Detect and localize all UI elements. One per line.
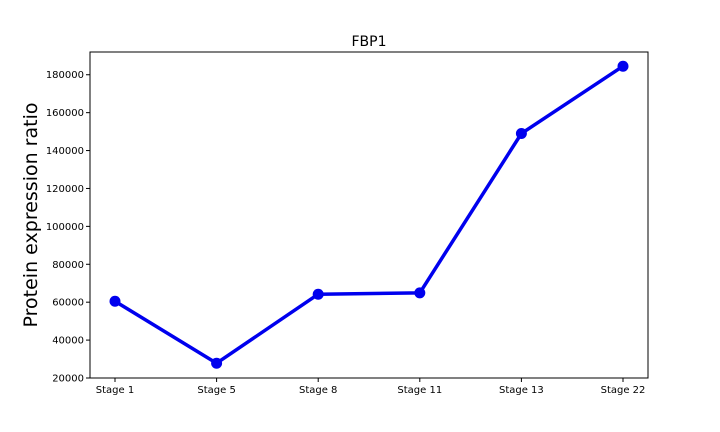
plot-area xyxy=(89,51,649,379)
y-tick-label: 60000 xyxy=(52,298,84,309)
y-tick-label: 140000 xyxy=(46,146,84,157)
series-line xyxy=(113,64,625,365)
data-point xyxy=(617,60,629,72)
x-tick-label: Stage 22 xyxy=(601,385,646,396)
y-tick-label: 180000 xyxy=(46,70,84,81)
y-tick-label: 20000 xyxy=(52,374,84,385)
x-tick-label: Stage 5 xyxy=(197,385,235,396)
data-point xyxy=(109,295,121,307)
series-layer xyxy=(109,60,629,369)
x-tick-label: Stage 13 xyxy=(499,385,544,396)
data-point xyxy=(312,288,324,300)
y-axis: 20000 40000 60000 80000 100000 120000 140000 16… xyxy=(46,70,90,385)
data-point xyxy=(211,357,223,369)
y-tick-label: 40000 xyxy=(52,336,84,347)
data-point xyxy=(515,128,527,139)
y-tick-label: 100000 xyxy=(46,222,84,233)
y-tick-label: 160000 xyxy=(46,108,84,119)
x-tick-label: Stage 11 xyxy=(397,385,442,396)
y-axis-label: Protein expression ratio xyxy=(20,103,42,328)
data-point xyxy=(414,287,426,299)
x-tick-label: Stage 1 xyxy=(96,385,134,396)
chart-title: FBP1 xyxy=(351,34,386,50)
x-tick-label: Stage 8 xyxy=(299,385,337,396)
y-tick-label: 80000 xyxy=(52,260,84,271)
y-tick-label: 120000 xyxy=(46,184,84,195)
x-axis: Stage 1 Stage 5 Stage 8 Stage 11 Stage 13 Sta… xyxy=(96,378,646,396)
